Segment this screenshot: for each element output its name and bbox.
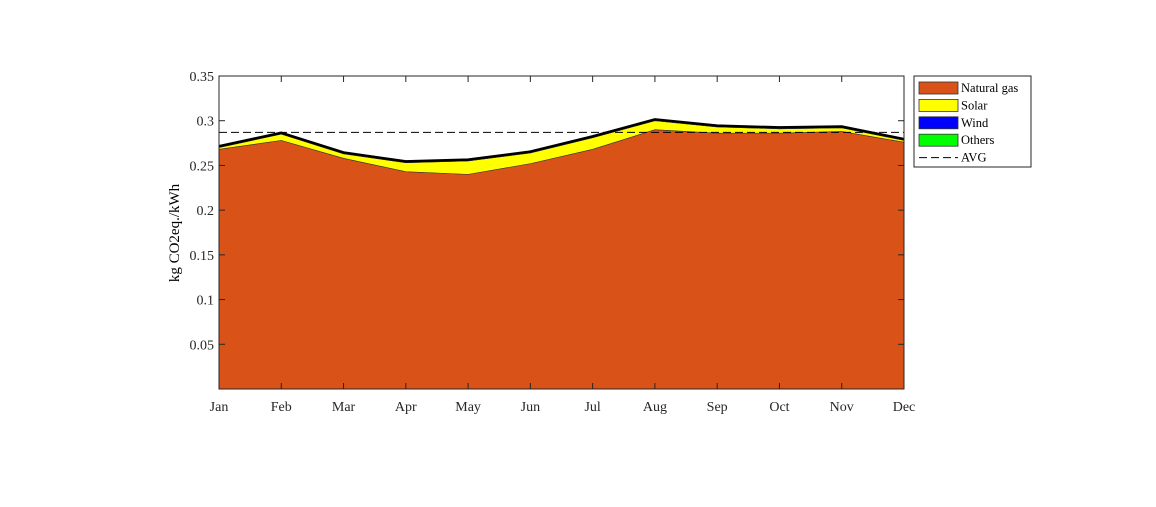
x-tick-label: Sep [707, 400, 728, 415]
y-tick-label: 0.05 [190, 338, 215, 353]
x-tick-label: Jul [584, 400, 600, 415]
x-axis: Jan Feb Mar Apr May Jun Jul Aug Sep Oct Nov Dec [210, 76, 916, 415]
x-tick-label: Aug [643, 400, 667, 415]
legend-label: Others [961, 133, 994, 147]
legend-swatch [918, 133, 959, 147]
total-outline [218, 118, 905, 163]
plot-area-frame [218, 75, 905, 390]
legend-swatch [918, 81, 959, 95]
area-natural-gas [218, 129, 905, 390]
x-tick-label: Oct [769, 400, 789, 415]
y-tick-label: 0.1 [197, 294, 215, 309]
y-tick-label: 0.2 [197, 204, 215, 219]
x-tick-label: Dec [893, 400, 916, 415]
x-tick-label: Mar [332, 400, 356, 415]
legend-swatch [918, 116, 959, 130]
legend-label: Natural gas [961, 81, 1018, 95]
y-tick-label: 0.15 [190, 249, 215, 264]
x-tick-label: Apr [395, 400, 417, 415]
legend-label: Wind [961, 116, 989, 130]
y-tick-label: 0.25 [190, 159, 215, 174]
y-tick-label: 0.3 [197, 115, 215, 130]
x-tick-label: Feb [271, 400, 292, 415]
x-tick-label: Jun [521, 400, 540, 415]
legend-label: Solar [961, 98, 988, 112]
x-tick-label: Jan [210, 400, 229, 415]
x-tick-label: May [455, 400, 481, 415]
legend-swatch [918, 99, 959, 112]
y-axis-label: kg CO2eq./kWh [167, 183, 183, 282]
y-axis: 0.05 0.1 0.15 0.2 0.25 0.3 0.35 [190, 70, 904, 353]
area-layers [218, 119, 905, 390]
x-tick-label: Nov [830, 400, 854, 415]
legend-label: AVG [961, 151, 986, 165]
y-tick-label: 0.35 [190, 70, 215, 85]
legend: Natural gas Solar Wind Others AVG [913, 75, 1032, 168]
